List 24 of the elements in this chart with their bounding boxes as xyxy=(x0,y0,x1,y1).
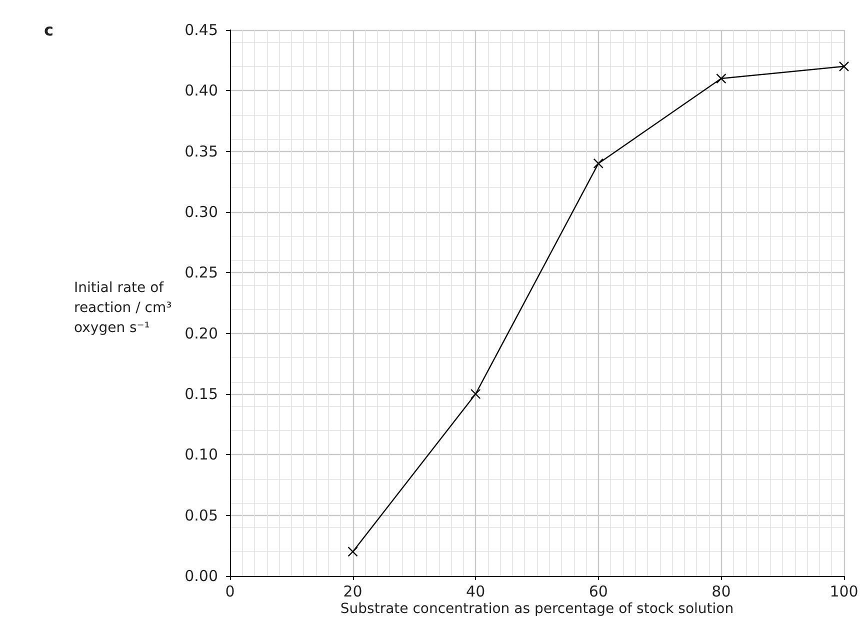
x-tick-label: 0 xyxy=(225,582,235,600)
y-tick-label: 0.30 xyxy=(184,203,218,221)
point xyxy=(348,546,358,557)
y-tick-label: 0.05 xyxy=(184,506,218,524)
y-tick-label: 0.10 xyxy=(184,446,218,464)
point xyxy=(716,73,726,84)
point xyxy=(838,61,850,72)
y-tick-label: 0.00 xyxy=(184,567,218,585)
x-tick-label: 40 xyxy=(466,582,486,600)
x-tick-label: 60 xyxy=(588,582,608,600)
x-axis-title: Substrate concentration as percentage of stock solution xyxy=(340,601,734,617)
y-tick-label: 0.40 xyxy=(184,82,218,100)
x-tick-label: 80 xyxy=(712,582,731,600)
text: c xyxy=(44,20,54,40)
y-tick-label: 0.15 xyxy=(184,385,218,403)
x-tick-label: 20 xyxy=(343,582,362,600)
y-tick-label: 0.25 xyxy=(184,264,218,282)
y-tick-label: 0.20 xyxy=(184,324,218,342)
y-tick-label: 0.35 xyxy=(184,142,218,160)
point xyxy=(593,158,604,169)
x-tick-label: 100 xyxy=(830,582,858,600)
y-tick-label: 0.45 xyxy=(184,21,218,39)
y-axis-title: Initial rate of reaction / cm³ oxygen s⁻¹ xyxy=(74,280,176,336)
point xyxy=(470,388,481,400)
